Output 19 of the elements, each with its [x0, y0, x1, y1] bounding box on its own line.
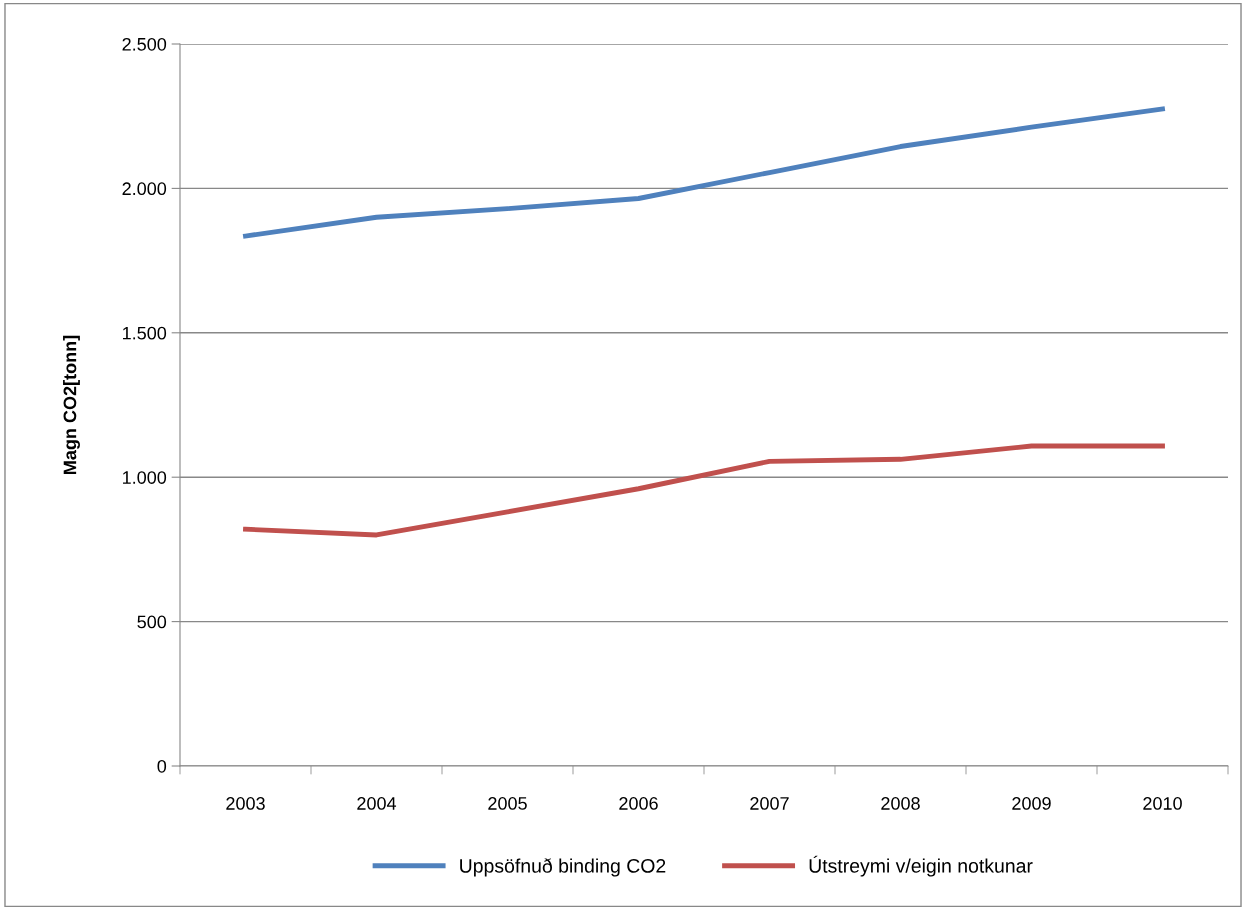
y-tick-label: 2.500	[122, 37, 167, 51]
x-tick-label: 2008	[881, 797, 920, 810]
line-series	[243, 106, 1165, 239]
y-tick-label: 1.000	[123, 471, 167, 484]
x-tick-label: 2004	[357, 797, 397, 810]
y-tick-label: 2.000	[122, 182, 167, 196]
y-tick-label: 1.500	[123, 326, 167, 340]
y-tick-label: 500	[137, 615, 167, 629]
y-axis-title: Magn CO2[tonn]	[63, 335, 80, 474]
line-series	[243, 443, 1165, 538]
x-tick-label: 2005	[488, 797, 527, 810]
legend-label: Útstreymi v/eigin notkunar	[809, 855, 1033, 877]
y-tick-label: 0	[157, 759, 167, 773]
x-tick-label: 2010	[1143, 797, 1182, 810]
x-tick-label: 2009	[1012, 797, 1051, 810]
x-tick-label: 2006	[619, 797, 658, 810]
x-tick-label: 2003	[226, 797, 265, 810]
x-tick-label: 2007	[750, 797, 789, 810]
legend-label: Uppsöfnuð binding CO2	[460, 858, 666, 877]
